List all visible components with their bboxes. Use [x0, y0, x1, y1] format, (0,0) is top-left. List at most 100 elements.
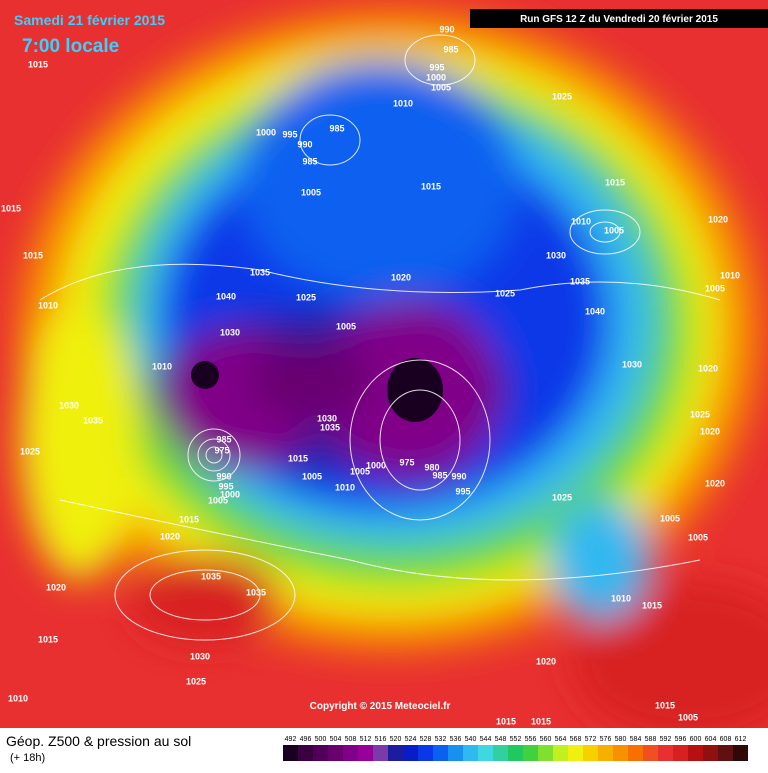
- isobar-label: 1035: [320, 422, 340, 432]
- isobar-label: 1005: [705, 283, 725, 293]
- isobar-label: 985: [329, 123, 344, 133]
- scale-swatch: [388, 745, 403, 761]
- scale-swatch: [433, 745, 448, 761]
- isobar-label: 1010: [720, 270, 740, 280]
- scale-label: 536: [450, 736, 462, 743]
- scale-label: 608: [720, 736, 732, 743]
- scale-swatch: [643, 745, 658, 761]
- isobar-label: 1035: [250, 267, 270, 277]
- isobar-label: 1010: [393, 98, 413, 108]
- isobar-label: 1010: [571, 216, 591, 226]
- isobar-label: 995: [429, 62, 444, 72]
- scale-label: 588: [645, 736, 657, 743]
- isobar-label: 985: [216, 434, 231, 444]
- scale-label: 560: [540, 736, 552, 743]
- isobar-label: 1020: [700, 426, 720, 436]
- scale-label: 552: [510, 736, 522, 743]
- scale-swatch: [343, 745, 358, 761]
- scale-label: 596: [675, 736, 687, 743]
- isobar-label: 990: [297, 139, 312, 149]
- legend-subtitle: (+ 18h): [10, 752, 45, 764]
- scale-swatch: [493, 745, 508, 761]
- scale-label: 524: [405, 736, 417, 743]
- scale-label: 604: [705, 736, 717, 743]
- scale-label: 600: [690, 736, 702, 743]
- isobar-label: 1015: [179, 514, 199, 524]
- isobar-label: 1025: [552, 492, 572, 502]
- scale-label: 516: [375, 736, 387, 743]
- scale-swatch: [673, 745, 688, 761]
- isobar-label: 1010: [38, 300, 58, 310]
- scale-swatch: [658, 745, 673, 761]
- scale-swatch: [718, 745, 733, 761]
- time: 7:00 locale: [22, 36, 119, 57]
- isobar-label: 1025: [495, 288, 515, 298]
- run-info: Run GFS 12 Z du Vendredi 20 février 2015: [520, 14, 718, 25]
- isobar-label: 1030: [59, 400, 79, 410]
- isobar-label: 1000: [256, 127, 276, 137]
- scale-swatch: [523, 745, 538, 761]
- isobars: [39, 34, 721, 641]
- isobar-label: 1020: [391, 272, 411, 282]
- scale-swatch: [688, 745, 703, 761]
- date: Samedi 21 février 2015: [14, 12, 165, 28]
- isobar-label: 995: [455, 486, 470, 496]
- scale-label: 544: [480, 736, 492, 743]
- isobar-label: 990: [439, 24, 454, 34]
- isobar-label: 1030: [190, 651, 210, 661]
- scale-label: 532: [435, 736, 447, 743]
- isobar-label: 980: [424, 462, 439, 472]
- scale-label: 500: [315, 736, 327, 743]
- isobar-label: 1035: [201, 571, 221, 581]
- scale-swatch: [403, 745, 418, 761]
- isobar-label: 1025: [20, 446, 40, 456]
- isobar-label: 975: [399, 457, 414, 467]
- run-box: [470, 9, 768, 28]
- isobar-label: 1005: [208, 495, 228, 505]
- isobar-label: 1010: [335, 482, 355, 492]
- isobar-label: 995: [218, 481, 233, 491]
- scale-label: 556: [525, 736, 537, 743]
- scale-swatch: [463, 745, 478, 761]
- scale-label: 612: [735, 736, 747, 743]
- isobar-label: 1010: [8, 693, 28, 703]
- isobar-label: 1030: [317, 413, 337, 423]
- scale-swatch: [583, 745, 598, 761]
- scale-swatch: [508, 745, 523, 761]
- isobar-label: 1005: [302, 471, 322, 481]
- isobar-label: 1025: [690, 409, 710, 419]
- scale-swatch: [448, 745, 463, 761]
- scale-swatch: [373, 745, 388, 761]
- legend-title: Géop. Z500 & pression au sol: [6, 733, 191, 749]
- isobar-label: 1025: [296, 292, 316, 302]
- isobar-label: 1020: [705, 478, 725, 488]
- scale-label: 564: [555, 736, 567, 743]
- isobar-label: 1025: [552, 91, 572, 101]
- isobar-label: 975: [214, 445, 229, 455]
- scale-label: 548: [495, 736, 507, 743]
- isobar-label: 1015: [531, 716, 551, 726]
- scale-label: 580: [615, 736, 627, 743]
- isobar-label: 1035: [83, 415, 103, 425]
- isobar-label: 990: [451, 471, 466, 481]
- scale-label: 512: [360, 736, 372, 743]
- scale-label: 528: [420, 736, 432, 743]
- isobar-label: 1035: [570, 276, 590, 286]
- isobar-label: 1030: [546, 250, 566, 260]
- isobar-label: 1000: [366, 460, 386, 470]
- scale-swatch: [298, 745, 313, 761]
- scale-label: 496: [300, 736, 312, 743]
- isobar-label: 1015: [605, 177, 625, 187]
- isobar-label: 995: [282, 129, 297, 139]
- isobar-label: 1015: [1, 203, 21, 213]
- scale-swatch: [328, 745, 343, 761]
- scale-label: 592: [660, 736, 672, 743]
- isobar-label: 1015: [496, 716, 516, 726]
- isobar-label: 985: [443, 44, 458, 54]
- isobar-label: 1030: [622, 359, 642, 369]
- isobar-label: 1005: [336, 321, 356, 331]
- geopotential-field: [0, 0, 768, 740]
- isobar-label: 1020: [160, 531, 180, 541]
- isobar-label: 1035: [246, 587, 266, 597]
